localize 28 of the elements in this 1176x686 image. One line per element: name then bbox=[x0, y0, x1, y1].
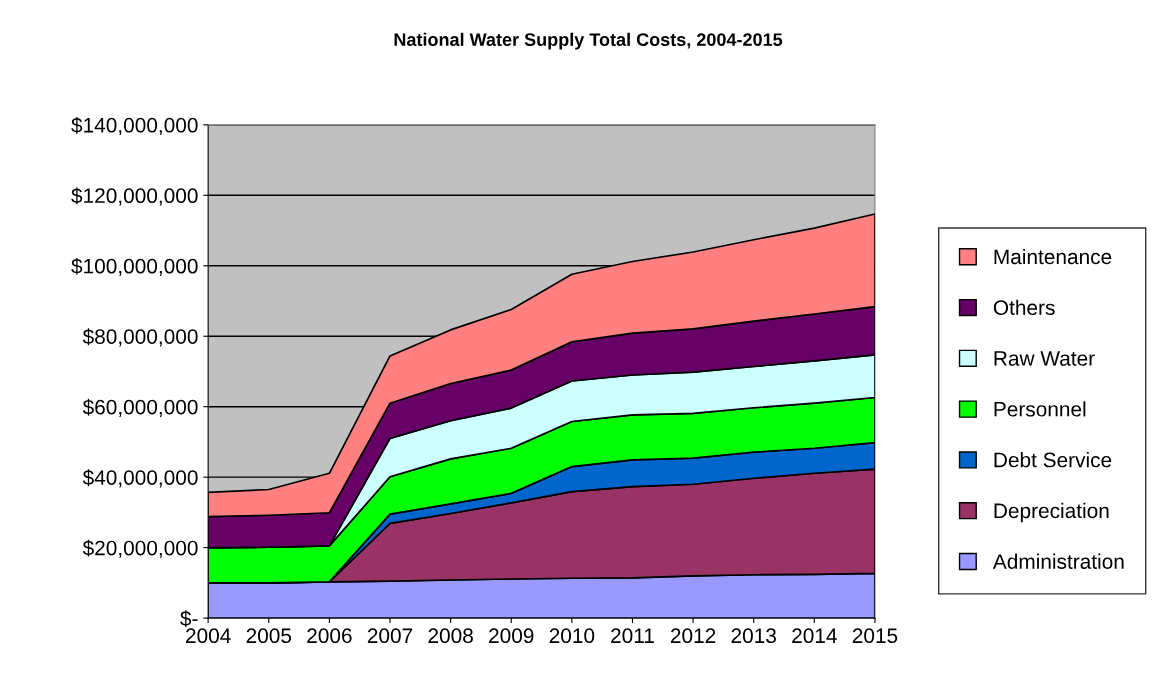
x-tick-label: 2005 bbox=[246, 628, 292, 644]
legend-label: Depreciation bbox=[994, 502, 1109, 523]
x-tick-label: 2008 bbox=[428, 628, 473, 644]
x-tick-label: 2006 bbox=[307, 628, 352, 644]
legend-label: Personnel bbox=[994, 401, 1086, 417]
x-tick-label: 2010 bbox=[549, 628, 595, 644]
legend-label: Raw Water bbox=[994, 351, 1095, 366]
legend-label: Administration bbox=[992, 553, 1124, 569]
y-tick-label: $120,000,000 bbox=[71, 187, 198, 206]
y-tick-label: $140,000,000 bbox=[71, 116, 198, 136]
x-tick-label: 2015 bbox=[852, 628, 898, 644]
x-tick-label: 2013 bbox=[731, 628, 776, 644]
chart-title: National Water Supply Total Costs, 2004-2015 bbox=[394, 32, 783, 50]
y-tick-label: $20,000,000 bbox=[82, 539, 198, 558]
x-tick-label: 2012 bbox=[670, 628, 716, 644]
x-tick-label: 2009 bbox=[489, 628, 534, 644]
legend-label: Others bbox=[993, 299, 1055, 316]
y-tick-label: $100,000,000 bbox=[71, 257, 198, 276]
legend-label: Maintenance bbox=[994, 248, 1112, 265]
y-tick-label: $40,000,000 bbox=[82, 469, 198, 488]
x-tick-label: 2014 bbox=[792, 628, 837, 644]
y-tick-label: $- bbox=[180, 610, 198, 628]
y-tick-label: $60,000,000 bbox=[82, 398, 198, 417]
legend-label: Debt Service bbox=[994, 452, 1112, 468]
x-tick-label: 2011 bbox=[611, 628, 654, 644]
y-tick-label: $80,000,000 bbox=[82, 328, 198, 347]
x-tick-label: 2007 bbox=[367, 628, 413, 644]
x-tick-label: 2004 bbox=[186, 628, 231, 644]
